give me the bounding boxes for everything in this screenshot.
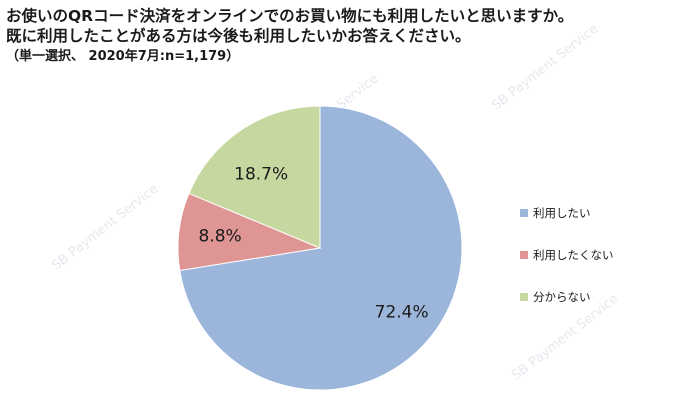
pie-labels: 72.4% 8.8% 18.7% xyxy=(199,165,429,323)
pie-data-label-3: 18.7% xyxy=(234,165,288,185)
legend-swatch xyxy=(520,251,528,259)
pie-data-label-2: 8.8% xyxy=(199,227,242,247)
legend-swatch xyxy=(520,209,528,217)
chart-title: お使いのQRコード決済をオンラインでのお買い物にも利用したいと思いますか。 既に… xyxy=(6,6,573,46)
pie-data-label-1: 72.4% xyxy=(375,302,429,322)
pie-slice-3 xyxy=(188,105,321,249)
chart-title-line-2: 既に利用したことがある方は今後も利用したいかお答えください。 xyxy=(6,27,471,45)
pie-slices xyxy=(177,105,463,391)
legend-label: 利用したくない xyxy=(533,248,614,262)
chart-title-line-1: お使いのQRコード決済をオンラインでのお買い物にも利用したいと思いますか。 xyxy=(6,7,574,25)
legend-swatch xyxy=(520,293,528,301)
legend-label: 分からない xyxy=(533,290,591,304)
legend-label: 利用したい xyxy=(533,206,591,220)
chart-subtitle: （単一選択、 2020年7月:n=1,179） xyxy=(6,49,240,64)
